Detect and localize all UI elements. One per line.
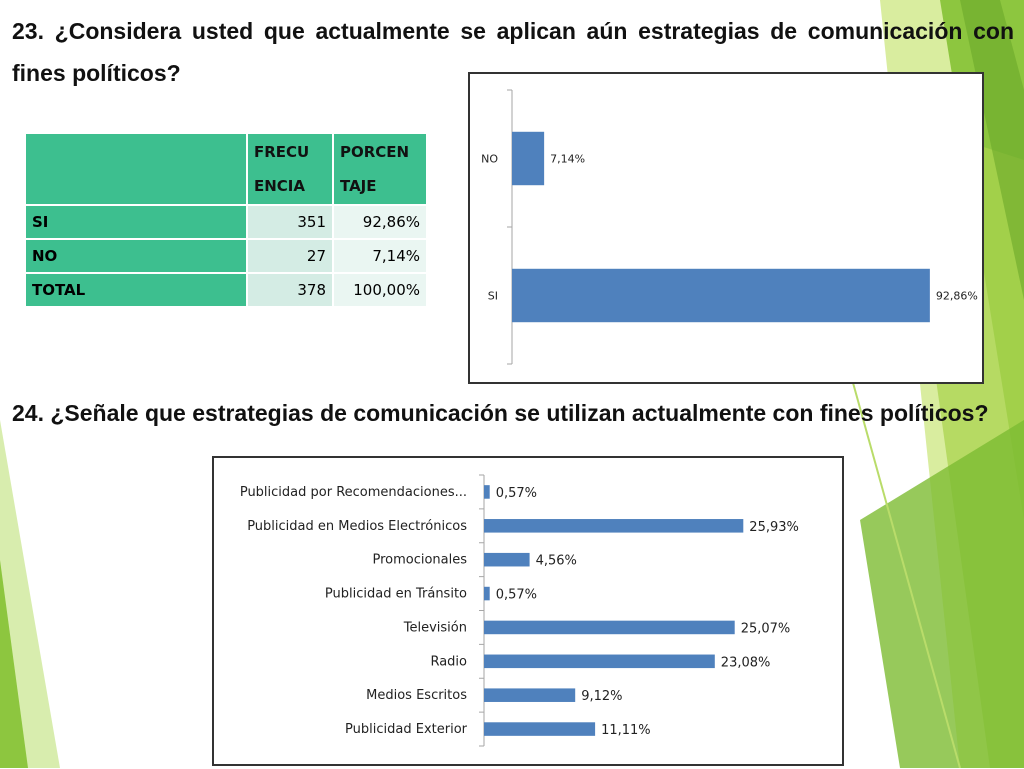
category-label: Publicidad Exterior xyxy=(345,722,468,737)
data-label: 25,07% xyxy=(741,621,791,636)
header-line: TAJE xyxy=(340,177,377,195)
data-label: 4,56% xyxy=(536,554,577,569)
table-header-frequency: FRECU ENCIA xyxy=(246,132,334,206)
row-percentage: 7,14% xyxy=(332,238,428,274)
row-frequency: 27 xyxy=(246,238,334,274)
table-header-empty xyxy=(24,132,248,206)
table-row: SI 351 92,86% xyxy=(24,204,428,240)
bar xyxy=(484,620,735,635)
table-row: TOTAL 378 100,00% xyxy=(24,272,428,308)
frequency-table: FRECU ENCIA PORCEN TAJE SI 351 92,86% NO… xyxy=(24,132,428,308)
bar xyxy=(512,131,545,186)
question-24: 24. ¿Señale que estrategias de comunicac… xyxy=(12,400,989,426)
bar xyxy=(484,519,744,533)
data-label: 0,57% xyxy=(496,486,537,501)
bar xyxy=(484,654,715,669)
header-line: PORCEN xyxy=(340,143,410,161)
row-frequency: 378 xyxy=(246,272,334,308)
row-label: SI xyxy=(24,204,248,240)
category-label: SI xyxy=(488,290,498,303)
chart-q23: NO 7,14% SI 92,86% xyxy=(468,72,984,384)
data-label: 23,08% xyxy=(721,655,771,670)
bar xyxy=(512,268,930,323)
row-frequency: 351 xyxy=(246,204,334,240)
data-label: 9,12% xyxy=(581,689,622,704)
table-header-percentage: PORCEN TAJE xyxy=(332,132,428,206)
bar xyxy=(484,688,576,702)
data-label: 25,93% xyxy=(749,520,799,535)
category-label: NO xyxy=(481,153,498,166)
bar xyxy=(484,586,490,601)
row-label: NO xyxy=(24,238,248,274)
row-percentage: 92,86% xyxy=(332,204,428,240)
category-label: Promocionales xyxy=(372,553,467,568)
bar xyxy=(484,485,490,499)
table-header-row: FRECU ENCIA PORCEN TAJE xyxy=(24,132,428,206)
category-label: Televisión xyxy=(403,620,467,635)
category-label: Publicidad en Medios Electrónicos xyxy=(247,519,467,534)
header-line: ENCIA xyxy=(254,177,305,195)
category-label: Medios Escritos xyxy=(366,688,467,703)
category-label: Publicidad en Tránsito xyxy=(325,587,467,602)
chart-q24: Publicidad por Recomendaciones... 0,57% Pu… xyxy=(212,456,844,766)
category-label: Radio xyxy=(430,654,467,669)
chart-q24-svg: Publicidad por Recomendaciones... 0,57% Pu… xyxy=(240,474,799,747)
data-label: 7,14% xyxy=(550,153,585,166)
question-23: 23. ¿Considera usted que actualmente se … xyxy=(12,18,1014,86)
table-row: NO 27 7,14% xyxy=(24,238,428,274)
header-line: FRECU xyxy=(254,143,310,161)
data-label: 11,11% xyxy=(601,723,651,738)
data-label: 92,86% xyxy=(936,290,978,303)
chart-q23-svg: NO 7,14% SI 92,86% xyxy=(481,89,978,365)
data-label: 0,57% xyxy=(496,588,537,603)
bar xyxy=(484,722,596,736)
bar xyxy=(484,552,530,567)
row-percentage: 100,00% xyxy=(332,272,428,308)
category-label: Publicidad por Recomendaciones... xyxy=(240,485,467,500)
row-label: TOTAL xyxy=(24,272,248,308)
